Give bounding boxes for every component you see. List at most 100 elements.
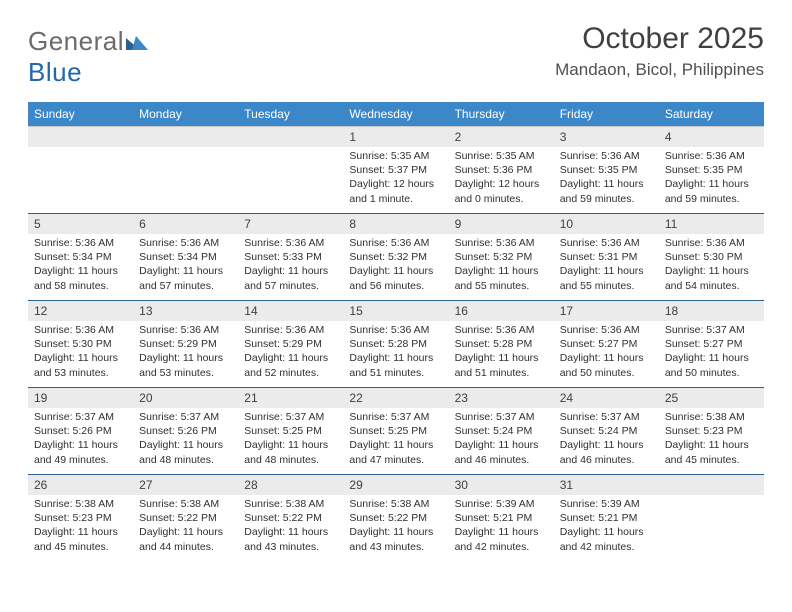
day-number: 4 — [659, 127, 764, 148]
day-number: 21 — [238, 388, 343, 409]
day-details — [28, 147, 133, 214]
logo-text: GeneralBlue — [28, 26, 148, 88]
sunrise-text: Sunrise: 5:36 AM — [560, 236, 653, 250]
daylight-text: Daylight: 11 hours and 55 minutes. — [455, 264, 548, 292]
sunset-text: Sunset: 5:35 PM — [560, 163, 653, 177]
weekday-header: Monday — [133, 102, 238, 127]
daylight-text: Daylight: 11 hours and 55 minutes. — [560, 264, 653, 292]
day-details: Sunrise: 5:37 AMSunset: 5:24 PMDaylight:… — [554, 408, 659, 475]
day-number: 22 — [343, 388, 448, 409]
day-number: 16 — [449, 301, 554, 322]
sunrise-text: Sunrise: 5:37 AM — [349, 410, 442, 424]
sunrise-text: Sunrise: 5:38 AM — [34, 497, 127, 511]
day-number: 1 — [343, 127, 448, 148]
sunset-text: Sunset: 5:25 PM — [244, 424, 337, 438]
day-details-row: Sunrise: 5:36 AMSunset: 5:30 PMDaylight:… — [28, 321, 764, 388]
sunset-text: Sunset: 5:34 PM — [139, 250, 232, 264]
daylight-text: Daylight: 11 hours and 45 minutes. — [34, 525, 127, 553]
sunrise-text: Sunrise: 5:37 AM — [244, 410, 337, 424]
daylight-text: Daylight: 11 hours and 53 minutes. — [139, 351, 232, 379]
sunrise-text: Sunrise: 5:36 AM — [349, 323, 442, 337]
daylight-text: Daylight: 11 hours and 53 minutes. — [34, 351, 127, 379]
sunrise-text: Sunrise: 5:36 AM — [560, 323, 653, 337]
day-details: Sunrise: 5:35 AMSunset: 5:37 PMDaylight:… — [343, 147, 448, 214]
day-number: 27 — [133, 475, 238, 496]
day-details: Sunrise: 5:37 AMSunset: 5:27 PMDaylight:… — [659, 321, 764, 388]
sunset-text: Sunset: 5:24 PM — [560, 424, 653, 438]
day-details: Sunrise: 5:36 AMSunset: 5:29 PMDaylight:… — [238, 321, 343, 388]
day-number: 28 — [238, 475, 343, 496]
day-number: 15 — [343, 301, 448, 322]
day-details: Sunrise: 5:38 AMSunset: 5:22 PMDaylight:… — [238, 495, 343, 561]
sunrise-text: Sunrise: 5:37 AM — [560, 410, 653, 424]
weekday-header: Wednesday — [343, 102, 448, 127]
day-number-row: 262728293031 — [28, 475, 764, 496]
day-details-row: Sunrise: 5:36 AMSunset: 5:34 PMDaylight:… — [28, 234, 764, 301]
sunset-text: Sunset: 5:21 PM — [560, 511, 653, 525]
day-number: 12 — [28, 301, 133, 322]
sunrise-text: Sunrise: 5:36 AM — [665, 236, 758, 250]
day-number: 13 — [133, 301, 238, 322]
sunrise-text: Sunrise: 5:35 AM — [455, 149, 548, 163]
day-number — [238, 127, 343, 148]
day-details: Sunrise: 5:39 AMSunset: 5:21 PMDaylight:… — [449, 495, 554, 561]
daylight-text: Daylight: 11 hours and 50 minutes. — [560, 351, 653, 379]
calendar-body: 1234Sunrise: 5:35 AMSunset: 5:37 PMDayli… — [28, 127, 764, 562]
sunset-text: Sunset: 5:30 PM — [665, 250, 758, 264]
day-details: Sunrise: 5:38 AMSunset: 5:23 PMDaylight:… — [28, 495, 133, 561]
sunset-text: Sunset: 5:32 PM — [455, 250, 548, 264]
day-details-row: Sunrise: 5:37 AM Sunset: 5:26 PM Daylight:… — [28, 408, 764, 475]
day-details: Sunrise: 5:37 AMSunset: 5:25 PMDaylight:… — [238, 408, 343, 475]
day-details: Sunrise: 5:38 AMSunset: 5:22 PMDaylight:… — [133, 495, 238, 561]
day-details: Sunrise: 5:36 AMSunset: 5:35 PMDaylight:… — [554, 147, 659, 214]
sunset-text: Sunset: 5:34 PM — [34, 250, 127, 264]
daylight-text: Daylight: 11 hours and 54 minutes. — [665, 264, 758, 292]
sunset-text: Sunset: 5:23 PM — [665, 424, 758, 438]
sunrise-text: Sunrise: 5:36 AM — [560, 149, 653, 163]
sunrise-text: Sunrise: 5:38 AM — [139, 497, 232, 511]
logo-mark-icon — [126, 26, 148, 56]
daylight-text: Daylight: 11 hours and 58 minutes. — [34, 264, 127, 292]
day-number: 17 — [554, 301, 659, 322]
day-number — [659, 475, 764, 496]
day-number: 19 — [28, 388, 133, 409]
day-details-row: Sunrise: 5:38 AMSunset: 5:23 PMDaylight:… — [28, 495, 764, 561]
weekday-header: Tuesday — [238, 102, 343, 127]
day-details: Sunrise: 5:36 AMSunset: 5:34 PMDaylight:… — [28, 234, 133, 301]
day-details: Sunrise: 5:36 AMSunset: 5:27 PMDaylight:… — [554, 321, 659, 388]
month-title: October 2025 — [555, 22, 764, 56]
sunset-text: Sunset: 5:30 PM — [34, 337, 127, 351]
daylight-text: Daylight: 11 hours and 57 minutes. — [139, 264, 232, 292]
weekday-header: Friday — [554, 102, 659, 127]
daylight-text: Daylight: 11 hours and 56 minutes. — [349, 264, 442, 292]
day-details-row: Sunrise: 5:35 AMSunset: 5:37 PMDaylight:… — [28, 147, 764, 214]
sunrise-text: Sunrise: 5:36 AM — [34, 236, 127, 250]
logo: GeneralBlue — [28, 26, 148, 88]
daylight-text: Daylight: 11 hours and 57 minutes. — [244, 264, 337, 292]
sunset-text: Sunset: 5:27 PM — [665, 337, 758, 351]
calendar-page: GeneralBlue October 2025 Mandaon, Bicol,… — [0, 0, 792, 561]
sunset-text: Sunset: 5:29 PM — [139, 337, 232, 351]
sunrise-text: Sunrise: 5:37 AM — [455, 410, 548, 424]
logo-part1: General — [28, 26, 124, 56]
logo-part2: Blue — [28, 57, 82, 87]
day-number-row: 567891011 — [28, 214, 764, 235]
sunset-text: Sunset: 5:22 PM — [244, 511, 337, 525]
sunset-text: Sunset: 5:35 PM — [665, 163, 758, 177]
day-details: Sunrise: 5:36 AMSunset: 5:35 PMDaylight:… — [659, 147, 764, 214]
day-details: Sunrise: 5:36 AMSunset: 5:28 PMDaylight:… — [343, 321, 448, 388]
sunrise-text: Sunrise: 5:36 AM — [139, 236, 232, 250]
day-number: 10 — [554, 214, 659, 235]
sunrise-text: Sunrise: 5:37 AM — [139, 410, 232, 424]
day-details: Sunrise: 5:36 AMSunset: 5:31 PMDaylight:… — [554, 234, 659, 301]
sunrise-text: Sunrise: 5:38 AM — [349, 497, 442, 511]
day-number: 11 — [659, 214, 764, 235]
sunset-text: Sunset: 5:33 PM — [244, 250, 337, 264]
daylight-text: Daylight: 11 hours and 42 minutes. — [455, 525, 548, 553]
day-number: 18 — [659, 301, 764, 322]
sunset-text: Sunset: 5:36 PM — [455, 163, 548, 177]
day-number: 2 — [449, 127, 554, 148]
sunset-text: Sunset: 5:26 PM — [34, 424, 127, 438]
daylight-text: Daylight: 11 hours and 46 minutes. — [455, 438, 548, 466]
daylight-text: Daylight: 11 hours and 51 minutes. — [455, 351, 548, 379]
